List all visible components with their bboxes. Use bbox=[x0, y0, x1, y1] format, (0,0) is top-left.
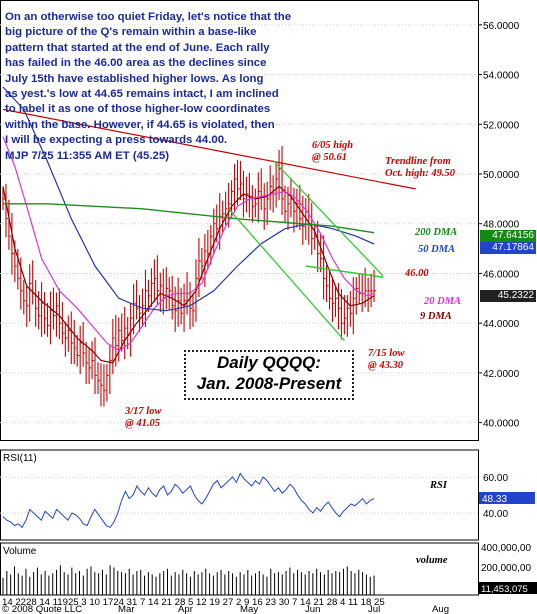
commentary-text: On an otherwise too quiet Friday, let's … bbox=[5, 11, 292, 162]
rsi-value-tag bbox=[479, 492, 535, 505]
dma50-label: 50 DMA bbox=[418, 244, 456, 255]
low-317-annotation: 3/17 low @ 41.05 bbox=[125, 406, 162, 429]
volume-value-tag bbox=[479, 582, 537, 594]
dma20-label: 20 DMA bbox=[424, 296, 462, 307]
y-tick-label: 40.0000 bbox=[483, 419, 520, 430]
x-axis-date-labels: 14 2228 14 11925 3 10 1724 31 7 14 21 28… bbox=[2, 597, 385, 608]
x-axis-month-label: May bbox=[240, 604, 258, 614]
series-channel-lower bbox=[228, 208, 345, 342]
volume-frame bbox=[0, 542, 479, 596]
volume-annotation: volume bbox=[416, 555, 448, 566]
series-9-dma bbox=[2, 185, 375, 364]
copyright-text: © 2008 Quote LLC bbox=[2, 604, 82, 614]
x-axis-month-label: Mar bbox=[118, 604, 135, 614]
y-tick-label: 56.0000 bbox=[483, 21, 520, 32]
x-axis-month-label: Aug bbox=[432, 604, 449, 614]
rsi-value-label: 48.33 bbox=[482, 494, 507, 505]
volume-panel: Volume 400,000,00 200,000,00 11,453,075 bbox=[0, 542, 537, 596]
volume-tick-label: 200,000,00 bbox=[481, 563, 531, 574]
y-tick-label: 48.0000 bbox=[483, 220, 520, 231]
chart-title-box: Daily QQQQ: Jan. 2008-Present bbox=[184, 350, 354, 400]
low-715-annotation: 7/15 low @ 43.30 bbox=[368, 348, 405, 371]
rsi-frame bbox=[0, 449, 479, 541]
series-trendline-from-oct-high bbox=[2, 108, 416, 190]
dma9-label: 9 DMA bbox=[420, 311, 452, 322]
x-axis-month-label: Jul bbox=[368, 604, 380, 614]
volume-title: Volume bbox=[3, 546, 37, 557]
rsi-title: RSI(11) bbox=[3, 453, 37, 464]
series-20-dma bbox=[2, 136, 375, 352]
price-panel bbox=[0, 0, 479, 441]
price-tag-50dma: 47.17864 bbox=[480, 242, 536, 254]
price-tag-200dma: 47.64156 bbox=[480, 230, 536, 242]
dma200-label: 200 DMA bbox=[415, 227, 458, 238]
rsi-annotation: RSI bbox=[430, 480, 447, 491]
y-tick-label: 46.0000 bbox=[483, 269, 520, 280]
level-46-label: 46.00 bbox=[405, 268, 429, 279]
volume-value-label: 11,453,075 bbox=[481, 584, 528, 595]
x-axis-month-label: Jun bbox=[305, 604, 320, 614]
volume-tick-label: 400,000,00 bbox=[481, 543, 531, 554]
chart-title-line-2: Jan. 2008-Present bbox=[196, 374, 342, 393]
price-panel-frame bbox=[0, 0, 479, 441]
series-46-00-level bbox=[305, 265, 384, 278]
y-tick-label: 54.0000 bbox=[483, 71, 520, 82]
series-channel-upper bbox=[272, 159, 384, 277]
y-tick-label: 50.0000 bbox=[483, 170, 520, 181]
rsi-tick-label: 40.00 bbox=[483, 509, 508, 520]
rsi-line bbox=[2, 472, 375, 529]
high-annotation: 6/05 high @ 50.61 bbox=[312, 140, 354, 163]
price-tag-last: 45.2322 bbox=[480, 290, 536, 302]
series-200-dma bbox=[3, 203, 375, 234]
axes: 40.0000 42.0000 44.0000 46.0000 48.0000 50.00… bbox=[2, 21, 520, 614]
y-tick-label: 44.0000 bbox=[483, 319, 520, 330]
x-axis-month-label: Apr bbox=[178, 604, 194, 614]
y-tick-label: 52.0000 bbox=[483, 120, 520, 131]
trendline-annotation: Trendline from Oct. high: 49.50 bbox=[385, 156, 456, 179]
chart-title-line-1: Daily QQQQ: bbox=[217, 353, 321, 372]
rsi-tick-label: 60.00 bbox=[483, 473, 508, 484]
rsi-panel: RSI(11) 60.00 40.00 48.33 bbox=[0, 449, 535, 541]
y-tick-label: 42.0000 bbox=[483, 369, 520, 380]
